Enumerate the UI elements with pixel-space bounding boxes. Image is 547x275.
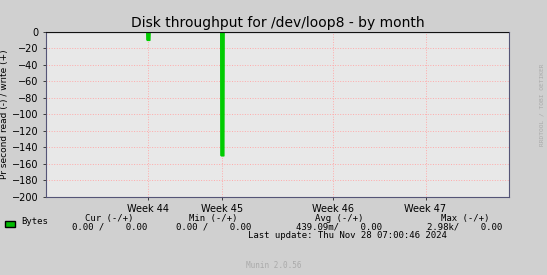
Y-axis label: Pr second read (-) / write (+): Pr second read (-) / write (+) [1,49,9,179]
Text: Last update: Thu Nov 28 07:00:46 2024: Last update: Thu Nov 28 07:00:46 2024 [248,231,447,240]
Text: 439.09m/    0.00: 439.09m/ 0.00 [296,223,382,232]
Text: 0.00 /    0.00: 0.00 / 0.00 [72,223,147,232]
Text: 2.98k/    0.00: 2.98k/ 0.00 [427,223,503,232]
Text: Min (-/+): Min (-/+) [189,214,237,223]
Title: Disk throughput for /dev/loop8 - by month: Disk throughput for /dev/loop8 - by mont… [131,16,424,31]
Text: 0.00 /    0.00: 0.00 / 0.00 [176,223,251,232]
Text: Avg (-/+): Avg (-/+) [315,214,363,223]
Text: Bytes: Bytes [21,216,48,226]
Text: Cur (-/+): Cur (-/+) [85,214,133,223]
Text: RRDTOOL / TOBI OETIKER: RRDTOOL / TOBI OETIKER [539,63,544,146]
Text: Max (-/+): Max (-/+) [441,214,489,223]
Text: Munin 2.0.56: Munin 2.0.56 [246,261,301,270]
